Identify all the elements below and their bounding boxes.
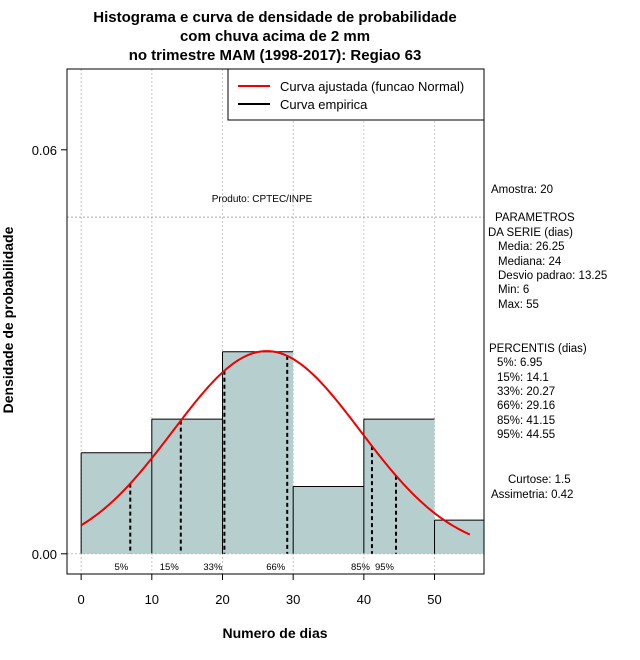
- product-annotation: Produto: CPTEC/INPE: [212, 194, 313, 205]
- param-min: Min: 6: [498, 284, 529, 296]
- stats-panel: Amostra: 20 PARAMETROS DA SERIE (dias) M…: [488, 184, 607, 501]
- x-axis: 0 10 20 30 40 50: [78, 573, 442, 607]
- percentile-85: 85%: 41.15: [497, 415, 555, 427]
- normal-curve-path: [80, 350, 471, 536]
- skewness: Assimetria: 0.42: [491, 489, 573, 501]
- title-line-3: no trimestre MAM (1998-2017): Regiao 63: [129, 47, 422, 64]
- percentile-label-5: 95%: [375, 562, 395, 573]
- x-tick-label-4: 40: [357, 592, 371, 607]
- percentile-label-0: 5%: [115, 562, 129, 573]
- reference-line: [67, 216, 484, 555]
- histogram-bar-3: [293, 486, 364, 554]
- x-tick-label-3: 30: [286, 592, 300, 607]
- title-line-2: com chuva acima de 2 mm: [180, 28, 370, 45]
- legend: Curva ajustada (funcao Normal) Curva emp…: [227, 68, 485, 121]
- percentiles-title: PERCENTIS (dias): [489, 343, 587, 355]
- histogram-bar-5: [434, 520, 484, 554]
- y-tick-label-1: 0.06: [32, 143, 57, 158]
- percentile-label-2: 33%: [203, 562, 223, 573]
- percentile-label-4: 85%: [351, 562, 371, 573]
- histogram-bar-0: [81, 452, 152, 554]
- param-max: Max: 55: [498, 299, 539, 311]
- percentile-label-3: 66%: [266, 562, 286, 573]
- histogram-bar-4: [363, 419, 435, 554]
- kurtosis: Curtose: 1.5: [508, 474, 571, 486]
- y-axis-label: Densidade de probabilidade: [0, 226, 16, 413]
- percentile-95: 95%: 44.55: [497, 429, 555, 441]
- histogram-bar-2: [222, 351, 294, 554]
- legend-box: [227, 68, 485, 121]
- x-tick-label-2: 20: [215, 592, 229, 607]
- param-sd: Desvio padrao: 13.25: [498, 270, 607, 282]
- histogram-bar-1: [151, 419, 223, 554]
- param-mean: Media: 26.25: [498, 241, 565, 253]
- legend-label-empirical: Curva empirica: [280, 97, 368, 112]
- percentile-5: 5%: 6.95: [497, 357, 542, 369]
- sample-size: Amostra: 20: [491, 184, 553, 196]
- y-tick-label-0: 0.00: [32, 547, 57, 562]
- params-title-1: PARAMETROS: [495, 212, 575, 224]
- chart-title: Histograma e curva de densidade de proba…: [93, 9, 456, 64]
- x-tick-label-1: 10: [145, 592, 159, 607]
- percentile-33: 33%: 20.27: [497, 386, 555, 398]
- normal-curve: [80, 350, 471, 536]
- percentile-label-1: 15%: [160, 562, 180, 573]
- percentile-lines: 5% 15% 33% 66% 85% 95%: [115, 355, 398, 573]
- x-tick-label-0: 0: [78, 592, 85, 607]
- legend-label-fitted: Curva ajustada (funcao Normal): [280, 79, 464, 94]
- x-axis-label: Numero de dias: [222, 625, 327, 641]
- percentile-66: 66%: 29.16: [497, 400, 555, 412]
- params-title-2: DA SERIE (dias): [488, 227, 573, 239]
- y-axis: 0.00 0.06: [32, 143, 68, 562]
- param-median: Mediana: 24: [498, 256, 562, 268]
- histogram-bars: [80, 351, 484, 554]
- x-tick-label-5: 50: [427, 592, 441, 607]
- title-line-1: Histograma e curva de densidade de proba…: [93, 9, 456, 26]
- percentile-15: 15%: 14.1: [497, 372, 549, 384]
